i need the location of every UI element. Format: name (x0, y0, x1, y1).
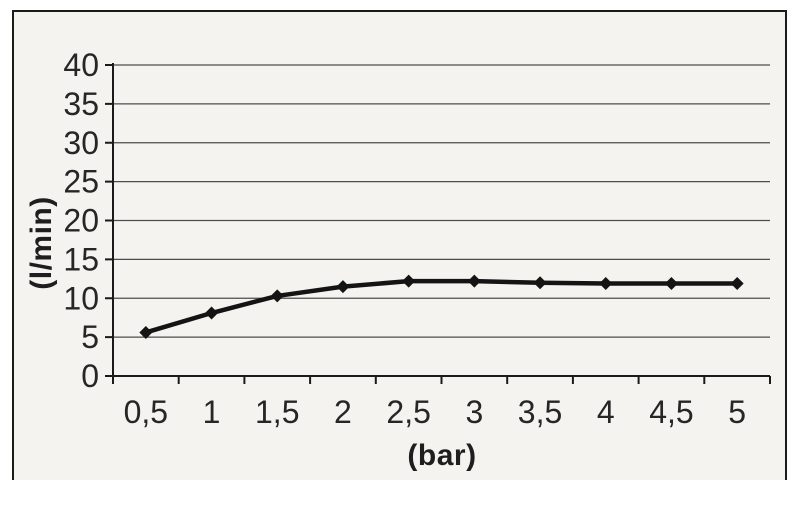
x-tick-label: 0,5 (124, 394, 168, 430)
data-point-marker (533, 276, 547, 290)
data-point-marker (205, 306, 219, 320)
y-tick-label: 5 (81, 319, 99, 355)
y-tick-label: 0 (81, 358, 99, 394)
y-tick-label: 15 (63, 241, 99, 277)
data-point-marker (664, 276, 678, 290)
x-axis-title: (bar) (407, 439, 477, 472)
y-tick-label: 40 (63, 47, 99, 83)
x-tick-label: 3,5 (518, 394, 562, 430)
chart-frame (12, 10, 787, 480)
y-axis-title: (l/min) (25, 196, 58, 290)
data-point-marker (402, 274, 416, 288)
x-tick-label: 1 (203, 394, 221, 430)
y-tick-label: 10 (63, 280, 99, 316)
y-tick-label: 25 (63, 164, 99, 200)
y-tick-label: 30 (63, 125, 99, 161)
y-tick-label: 35 (63, 86, 99, 122)
data-point-marker (270, 289, 284, 303)
data-point-marker (730, 276, 744, 290)
x-tick-label: 1,5 (255, 394, 299, 430)
x-tick-label: 2 (334, 394, 352, 430)
data-point-marker (139, 325, 153, 339)
y-tick-label: 20 (63, 203, 99, 239)
x-tick-label: 3 (465, 394, 483, 430)
series-line (143, 278, 740, 335)
data-point-marker (467, 274, 481, 288)
x-tick-label: 4,5 (649, 394, 693, 430)
x-tick-label: 5 (728, 394, 746, 430)
data-point-marker (599, 276, 613, 290)
data-point-marker (336, 280, 350, 294)
x-tick-label: 2,5 (386, 394, 430, 430)
x-tick-label: 4 (597, 394, 615, 430)
